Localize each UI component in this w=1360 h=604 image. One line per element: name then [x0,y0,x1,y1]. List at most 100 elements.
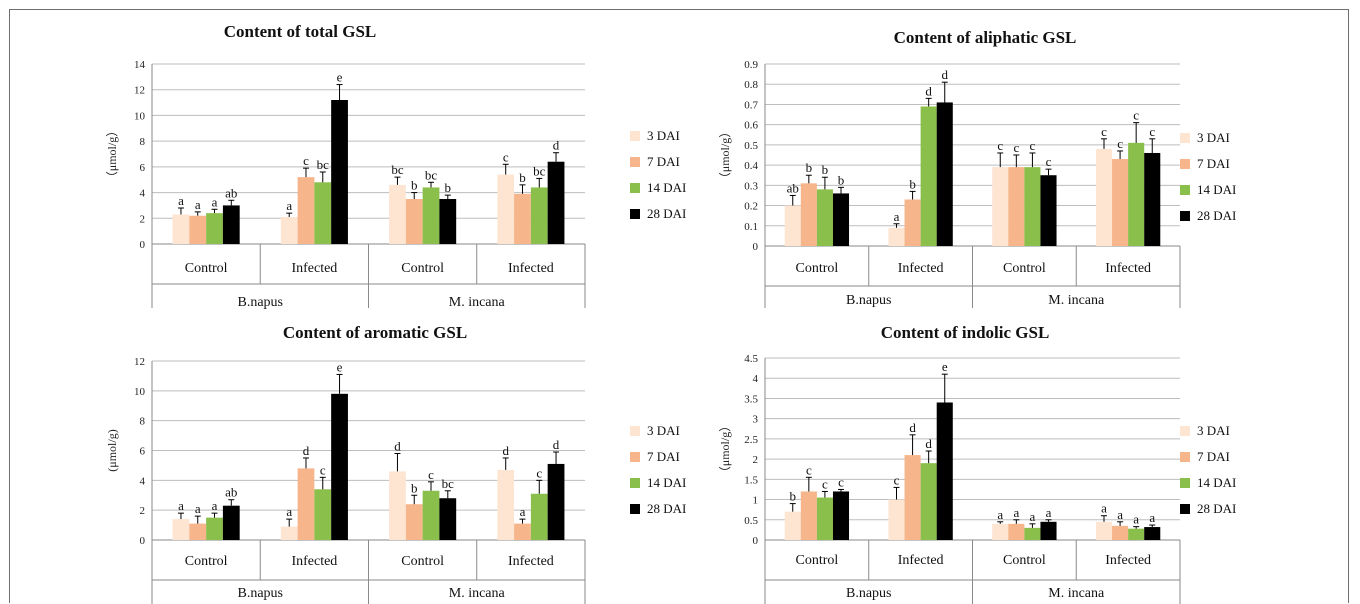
y-tick-label: 0 [140,239,146,251]
legend-label-14-dai: 14 DAI [647,475,686,490]
bar-28-dai-0 [832,193,850,246]
chart-title: Content of total GSL [224,22,377,41]
significance-letter: d [502,443,509,458]
bar-7-dai-2 [1008,523,1025,540]
y-tick-label: 8 [140,136,146,148]
legend-label-3-dai: 3 DAI [647,423,680,438]
y-tick-label: 0.8 [744,79,758,91]
group-label-infected: Infected [291,554,337,569]
significance-letter: d [303,443,310,458]
bar-3-dai-0 [172,214,190,244]
y-axis-label: （μmol/g） [718,420,732,478]
legend-label-14-dai: 14 DAI [1197,182,1236,197]
significance-letter: c [1101,124,1107,139]
bar-7-dai-1 [904,199,921,246]
significance-letter: a [178,498,184,513]
significance-letter: a [1030,509,1036,524]
significance-letter: ab [225,485,237,500]
significance-letter: d [941,67,948,82]
legend-swatch-7-dai [630,452,640,462]
legend-swatch-3-dai [1180,133,1190,143]
bar-14-dai-3 [530,493,548,540]
y-tick-label: 6 [140,446,146,458]
y-tick-label: 8 [140,416,146,428]
legend-label-7-dai: 7 DAI [647,449,680,464]
bar-3-dai-1 [280,217,298,244]
bar-28-dai-3 [1144,152,1161,246]
legend-swatch-28-dai [630,209,640,219]
legend-swatch-3-dai [630,426,640,436]
significance-letter: b [838,172,845,187]
group-label-control: Control [795,553,838,568]
bar-14-dai-3 [530,187,548,244]
bar-28-dai-1 [331,100,348,244]
legend-label-28-dai: 28 DAI [647,206,686,221]
significance-letter: d [553,437,560,452]
significance-letter: b [806,160,813,175]
bar-14-dai-1 [920,106,937,246]
y-tick-label: 2.5 [744,434,758,446]
bar-28-dai-3 [547,161,565,244]
legend-swatch-7-dai [630,157,640,167]
significance-letter: c [1046,154,1052,169]
y-tick-label: 10 [134,386,146,398]
significance-letter: d [553,138,560,153]
significance-letter: b [411,178,418,193]
bar-14-dai-1 [314,489,332,540]
species-label-b-napus: B.napus [238,295,284,310]
significance-letter: c [822,476,828,491]
group-label-control: Control [1003,553,1046,568]
bar-7-dai-0 [189,523,207,540]
significance-letter: ab [787,180,799,195]
significance-letter: c [428,467,434,482]
bar-7-dai-2 [405,199,423,244]
species-label-m-incana: M. incana [449,295,506,310]
significance-letter: e [942,359,948,374]
bar-3-dai-3 [497,469,515,540]
bar-28-dai-1 [331,393,348,540]
significance-letter: bc [442,476,455,491]
y-tick-label: 2 [753,454,759,466]
legend-label-3-dai: 3 DAI [1197,423,1230,438]
legend-swatch-28-dai [1180,211,1190,221]
significance-letter: e [337,359,343,374]
bar-28-dai-2 [439,199,457,244]
legend-label-28-dai: 28 DAI [1197,501,1236,516]
significance-letter: a [195,501,201,516]
y-axis-label: (μmol/g) [105,429,119,471]
significance-letter: a [1133,512,1139,527]
bar-28-dai-2 [1040,175,1057,246]
significance-letter: a [195,197,201,212]
significance-letter: b [822,162,829,177]
significance-letter: c [320,462,326,477]
y-tick-label: 0 [140,535,146,547]
significance-letter: a [1101,501,1107,516]
bar-3-dai-1 [888,499,905,540]
group-label-infected: Infected [1105,261,1151,276]
significance-letter: bc [391,162,404,177]
y-tick-label: 4 [140,475,146,487]
legend-label-28-dai: 28 DAI [1197,208,1236,223]
y-tick-label: 0.3 [744,180,758,192]
legend-label-7-dai: 7 DAI [1197,449,1230,464]
group-label-control: Control [1003,261,1046,276]
y-tick-label: 2 [140,213,146,225]
y-tick-label: 0.5 [744,515,758,527]
bar-14-dai-3 [1128,528,1145,540]
significance-letter: b [790,489,797,504]
chart-aromatic-gsl: Content of aromatic GSL 0 2 4 6 8 10 12 (μmol/g)… [105,323,686,604]
bar-28-dai-3 [547,463,565,540]
significance-letter: bc [533,163,546,178]
significance-letter: d [925,436,932,451]
bar-14-dai-0 [816,497,833,540]
species-label-b-napus: B.napus [846,586,892,601]
legend-label-14-dai: 14 DAI [647,180,686,195]
bar-14-dai-1 [920,463,937,540]
significance-letter: c [806,462,812,477]
significance-letter: bc [425,167,438,182]
significance-letter: b [909,176,916,191]
y-tick-label: 4 [140,188,146,200]
group-label-control: Control [185,554,228,569]
y-tick-label: 0.2 [744,201,758,213]
bar-3-dai-2 [389,184,406,244]
